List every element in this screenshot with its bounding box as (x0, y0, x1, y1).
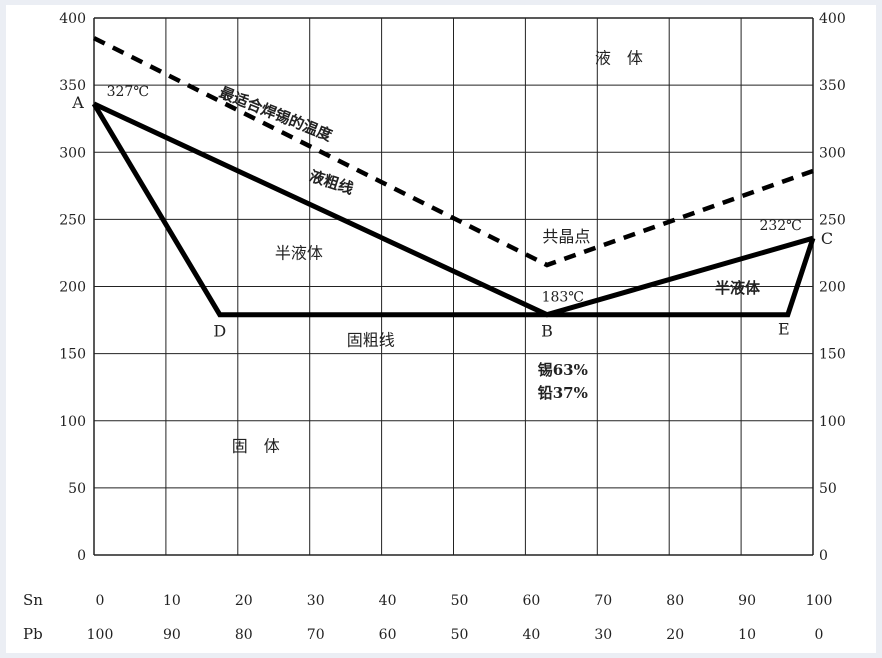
y-tick-label-left: 150 (59, 347, 86, 363)
x-axis-pb-label: Pb (23, 625, 43, 643)
x-tick-label-pb: 20 (666, 627, 684, 643)
y-tick-label-left: 50 (68, 481, 86, 497)
point-label-d: D (213, 322, 226, 341)
y-tick-label-right: 400 (819, 11, 846, 27)
series-line-3 (92, 36, 814, 268)
series-line-2 (91, 102, 816, 318)
label-best-temp: 最适合焊锡的温度 (217, 83, 336, 145)
x-tick-label-pb: 30 (594, 627, 612, 643)
y-axis-left: 0 50 100 150 200 250 300 350 400 (59, 11, 86, 564)
x-tick-label-sn: 40 (379, 593, 397, 609)
x-tick-label-sn: 20 (235, 593, 253, 609)
x-tick-label-sn: 60 (522, 593, 540, 609)
point-label-c: C (821, 229, 833, 248)
temp-a: 327℃ (107, 84, 149, 100)
x-tick-label-sn: 50 (451, 593, 469, 609)
y-tick-label-left: 350 (59, 78, 86, 94)
x-tick-label-pb: 0 (815, 627, 824, 643)
series-layer (91, 36, 816, 318)
x-tick-label-sn: 0 (96, 593, 105, 609)
temp-b: 183℃ (542, 289, 584, 305)
point-label-b: B (541, 322, 553, 341)
x-tick-label-pb: 80 (235, 627, 253, 643)
temp-c: 232℃ (759, 218, 801, 234)
y-tick-label-right: 200 (819, 280, 846, 296)
label-liquidus: 液粗线 (307, 167, 355, 198)
x-tick-label-pb: 70 (307, 627, 325, 643)
y-tick-label-left: 0 (77, 548, 86, 564)
x-tick-label-sn: 10 (163, 593, 181, 609)
y-tick-label-left: 100 (59, 414, 86, 430)
x-tick-label-pb: 90 (163, 627, 181, 643)
x-tick-label-pb: 60 (379, 627, 397, 643)
x-tick-label-sn: 90 (738, 593, 756, 609)
y-tick-label-left: 400 (59, 11, 86, 27)
x-tick-label-sn: 100 (806, 593, 833, 609)
y-tick-label-right: 300 (819, 145, 846, 161)
x-tick-label-pb: 40 (522, 627, 540, 643)
region-solid: 固 体 (232, 437, 280, 456)
label-semi-left: 半液体 (275, 243, 323, 262)
label-composition-sn: 锡63% (538, 361, 588, 379)
y-tick-label-left: 200 (59, 280, 86, 296)
x-tick-label-pb: 100 (87, 627, 114, 643)
y-tick-label-right: 350 (819, 78, 846, 94)
region-liquid: 液 体 (595, 49, 643, 68)
y-tick-label-right: 100 (819, 414, 846, 430)
chart-frame: 0 50 100 150 200 250 300 350 400 0 50 100 150 200 250… (6, 5, 876, 653)
y-tick-label-right: 250 (819, 212, 846, 228)
y-tick-label-left: 300 (59, 145, 86, 161)
label-semi-right: 半液体 (715, 279, 761, 297)
y-tick-label-right: 150 (819, 347, 846, 363)
point-label-e: E (778, 320, 790, 339)
x-axis-sn-label: Sn (23, 591, 43, 609)
label-composition-pb: 铅37% (538, 384, 588, 402)
y-tick-label-left: 250 (59, 212, 86, 228)
y-tick-label-right: 50 (819, 481, 837, 497)
x-tick-label-pb: 50 (451, 627, 469, 643)
x-tick-label-sn: 80 (666, 593, 684, 609)
point-label-a: A (71, 93, 84, 112)
x-tick-label-pb: 10 (738, 627, 756, 643)
point-labels: A B C D E (71, 93, 833, 341)
label-eutectic: 共晶点 (542, 227, 590, 246)
y-tick-label-right: 0 (819, 548, 828, 564)
label-solidus: 固粗线 (347, 331, 395, 350)
y-axis-right: 0 50 100 150 200 250 300 350 400 (819, 11, 846, 564)
x-tick-label-sn: 30 (307, 593, 325, 609)
x-tick-label-sn: 70 (594, 593, 612, 609)
